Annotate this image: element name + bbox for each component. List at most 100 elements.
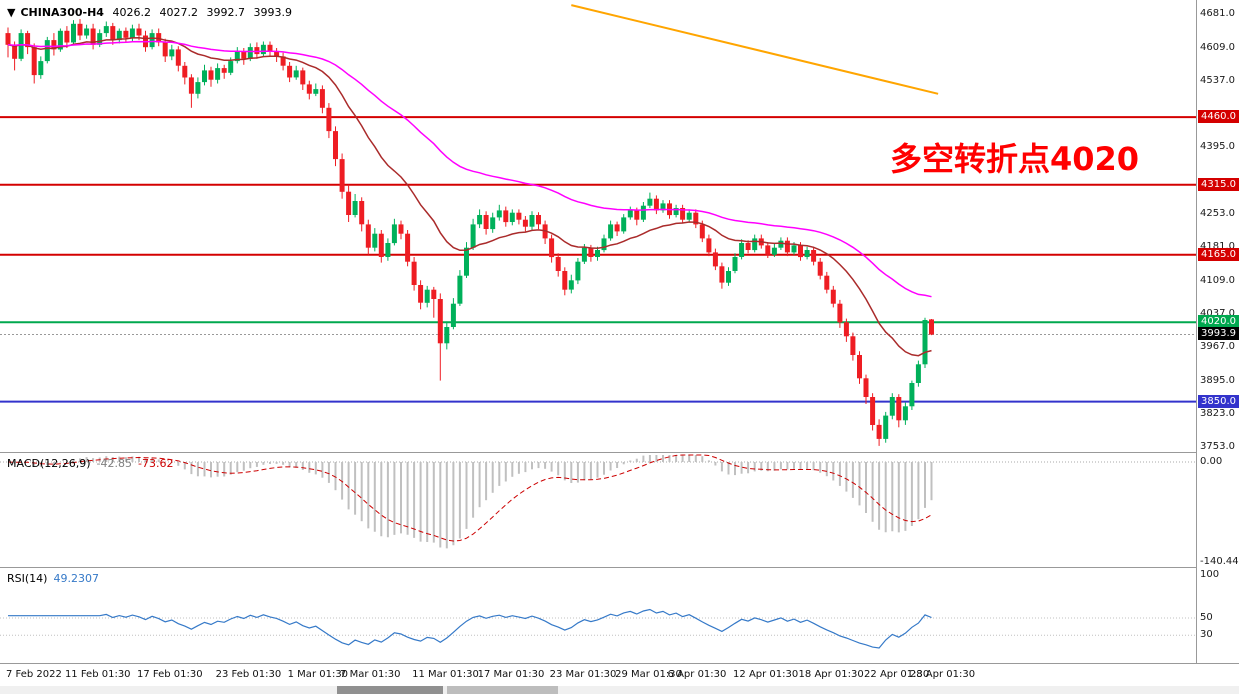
time-axis-label: 28 Apr 01:30 xyxy=(909,669,976,680)
macd-pane[interactable]: MACD(12,26,9) -42.85 -73.62 xyxy=(0,453,1196,567)
rsi-axis-label: 100 xyxy=(1200,569,1220,580)
candles-group xyxy=(5,19,934,446)
candle-body xyxy=(385,243,391,257)
candle-body xyxy=(640,205,646,220)
candle-body xyxy=(673,208,679,215)
candle-body xyxy=(208,70,214,80)
candle-body xyxy=(175,49,181,66)
candle-body xyxy=(876,424,882,439)
candle-body xyxy=(726,271,731,283)
candle-body xyxy=(771,247,777,255)
scrollbar-thumb-2[interactable] xyxy=(447,686,558,694)
candle-body xyxy=(77,23,83,36)
candle-body xyxy=(470,224,476,248)
candle-body xyxy=(588,247,594,257)
candle-body xyxy=(915,364,921,383)
main-chart-pane[interactable]: ▼ CHINA300-H4 4026.2 4027.2 3992.7 3993.9… xyxy=(0,0,1196,452)
candle-body xyxy=(798,245,803,258)
candle-body xyxy=(614,224,620,232)
candle-body xyxy=(300,70,306,85)
ohlc-close: 3993.9 xyxy=(253,6,292,19)
candle-body xyxy=(18,33,24,59)
candle-body xyxy=(555,257,561,271)
time-axis-label: 17 Mar 01:30 xyxy=(477,669,545,680)
candle-body xyxy=(889,397,895,416)
rsi-chart[interactable] xyxy=(0,568,1196,663)
candle-body xyxy=(457,275,463,304)
candlestick-chart[interactable] xyxy=(0,0,1196,452)
candle-body xyxy=(922,320,928,365)
annotation-text: 多空转折点4020 xyxy=(890,140,1140,178)
candle-body xyxy=(693,212,699,225)
candle-body xyxy=(162,42,168,57)
pane-separator-2[interactable] xyxy=(0,567,1239,568)
candle-body xyxy=(608,224,614,239)
time-axis-label: 11 Mar 01:30 xyxy=(412,669,479,680)
time-axis-label: 23 Feb 01:30 xyxy=(215,669,282,680)
candle-body xyxy=(529,215,535,227)
candle-body xyxy=(647,198,653,206)
pane-separator[interactable] xyxy=(0,452,1239,453)
candle-body xyxy=(110,26,116,41)
candle-body xyxy=(745,243,751,250)
candle-body xyxy=(909,383,915,407)
macd-label: MACD(12,26,9) -42.85 -73.62 xyxy=(7,457,179,470)
candle-body xyxy=(712,252,718,267)
trendline[interactable] xyxy=(571,4,939,95)
ma-55-line[interactable] xyxy=(7,40,932,298)
symbol-arrow-icon: ▼ xyxy=(7,6,16,19)
macd-signal-line xyxy=(7,454,932,542)
candle-body xyxy=(418,285,424,303)
scrollbar-thumb[interactable] xyxy=(337,686,443,694)
candle-body xyxy=(870,397,876,425)
candle-body xyxy=(405,233,411,262)
candle-body xyxy=(536,215,541,225)
candle-body xyxy=(562,271,568,290)
time-axis[interactable]: 7 Feb 2022 11 Feb 01:30 17 Feb 01:30 23 Feb… xyxy=(0,663,1239,686)
time-axis-label: 6 Apr 01:30 xyxy=(667,669,727,680)
price-axis-label: 3967.0 xyxy=(1200,341,1235,353)
candle-body xyxy=(496,210,502,218)
candle-body xyxy=(483,215,489,229)
candle-body xyxy=(25,33,31,48)
price-axis-label: 3895.0 xyxy=(1200,374,1235,386)
price-axis-label: 4681.0 xyxy=(1200,7,1235,19)
macd-axis-label: 0.00 xyxy=(1200,456,1223,467)
candle-body xyxy=(575,261,581,281)
time-axis-label: 29 Mar 01:30 xyxy=(615,669,682,680)
ohlc-high: 4027.2 xyxy=(159,6,198,19)
candle-body xyxy=(287,65,293,78)
candle-body xyxy=(267,44,273,52)
candle-body xyxy=(254,47,260,55)
candle-body xyxy=(902,406,908,421)
candle-body xyxy=(398,224,404,234)
candle-body xyxy=(313,89,319,94)
rsi-pane[interactable]: RSI(14) 49.2307 xyxy=(0,568,1196,663)
candle-body xyxy=(739,243,745,257)
candle-body xyxy=(424,289,430,303)
time-axis-label: 22 Apr 01:30 xyxy=(864,669,930,680)
horizontal-scrollbar[interactable] xyxy=(0,686,1239,694)
price-axis[interactable]: 4681.0 4609.0 4537.0 4395.0 4253.0 4181.0 4109… xyxy=(1196,0,1239,663)
candle-body xyxy=(365,224,371,248)
macd-histogram xyxy=(13,455,933,549)
rsi-line xyxy=(8,608,932,649)
candle-body xyxy=(549,238,555,258)
ohlc-open: 4026.2 xyxy=(112,6,151,19)
candle-body xyxy=(509,212,515,222)
price-axis-label: 4537.0 xyxy=(1200,75,1235,87)
candle-body xyxy=(863,378,869,397)
candle-body xyxy=(391,224,397,244)
price-axis-label: 3753.0 xyxy=(1200,440,1235,452)
candle-body xyxy=(791,245,797,253)
candle-body xyxy=(811,250,817,262)
macd-chart[interactable] xyxy=(0,453,1196,567)
level-badge-3850.0: 3850.0 xyxy=(1198,394,1239,408)
ma-20-line[interactable] xyxy=(7,36,932,357)
macd-title: MACD(12,26,9) xyxy=(7,457,91,470)
candle-body xyxy=(169,49,175,57)
candle-body xyxy=(804,250,810,257)
price-axis-label: 3823.0 xyxy=(1200,408,1235,420)
price-axis-label: 4253.0 xyxy=(1200,207,1235,219)
